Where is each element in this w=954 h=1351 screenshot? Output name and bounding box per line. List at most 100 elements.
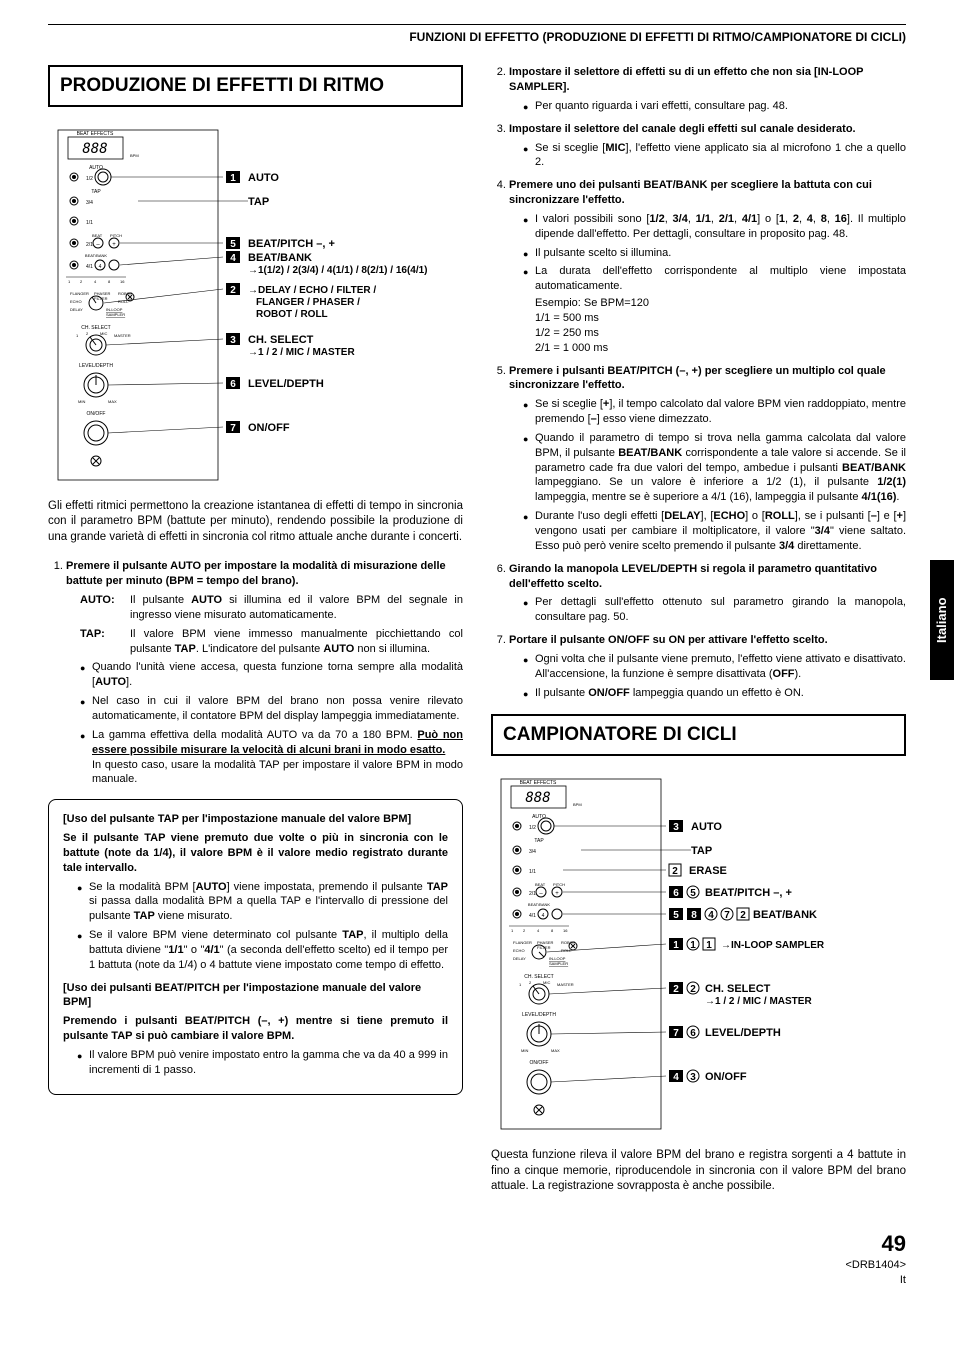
svg-text:BEAT/BANK: BEAT/BANK [528, 902, 550, 907]
svg-text:MAX: MAX [108, 399, 117, 404]
svg-text:7: 7 [724, 910, 730, 921]
svg-text:+: + [112, 242, 116, 248]
svg-text:2: 2 [740, 910, 746, 921]
svg-text:BPM: BPM [573, 802, 582, 807]
svg-text:TAP: TAP [91, 189, 101, 195]
svg-text:4/1: 4/1 [529, 913, 536, 919]
section-title-ritmo: PRODUZIONE DI EFFETTI DI RITMO [48, 65, 463, 107]
svg-text:BEAT/BANK: BEAT/BANK [85, 253, 107, 258]
svg-text:4: 4 [708, 910, 714, 921]
svg-text:DELAY: DELAY [513, 956, 526, 961]
svg-text:ECHO: ECHO [513, 948, 525, 953]
svg-text:1/2: 1/2 [86, 176, 93, 182]
svg-text:2: 2 [672, 866, 678, 877]
svg-text:SAMPLER: SAMPLER [549, 961, 568, 966]
svg-text:2: 2 [523, 928, 526, 933]
svg-text:BEAT/BANK: BEAT/BANK [753, 909, 817, 921]
svg-text:BEAT/BANK: BEAT/BANK [248, 252, 312, 264]
svg-text:6: 6 [673, 888, 679, 899]
svg-text:MASTER: MASTER [557, 982, 574, 987]
doc-code: <DRB1404> [48, 1258, 906, 1273]
language-tab: Italiano [930, 560, 954, 680]
svg-text:1: 1 [76, 333, 79, 338]
svg-text:3: 3 [230, 335, 236, 346]
svg-text:888: 888 [82, 141, 107, 157]
svg-text:BEAT: BEAT [535, 882, 546, 887]
svg-text:LEVEL/DEPTH: LEVEL/DEPTH [79, 363, 113, 369]
svg-text:4: 4 [542, 913, 545, 919]
svg-text:SAMPLER: SAMPLER [106, 312, 125, 317]
svg-text:1: 1 [706, 940, 712, 951]
svg-text:2: 2 [529, 980, 532, 985]
svg-text:BEAT/PITCH –, +: BEAT/PITCH –, + [248, 238, 335, 250]
svg-text:ON/OFF: ON/OFF [87, 411, 106, 417]
step-3: Impostare il selettore del canale degli … [509, 122, 906, 171]
svg-text:DELAY: DELAY [70, 307, 83, 312]
svg-text:FLANGER / PHASER /: FLANGER / PHASER / [256, 297, 360, 308]
svg-text:AUTO: AUTO [248, 172, 279, 184]
content-columns: PRODUZIONE DI EFFETTI DI RITMO 888 BEAT … [48, 65, 906, 1208]
step-1: Premere il pulsante AUTO per impostare l… [66, 559, 463, 787]
svg-text:AUTO: AUTO [89, 165, 103, 171]
step1-title: Premere il pulsante AUTO per impostare l… [66, 560, 446, 587]
svg-text:5: 5 [673, 910, 679, 921]
svg-text:5: 5 [690, 888, 696, 899]
right-column: Impostare il selettore di effetti su di … [491, 65, 906, 1208]
intro-text-2: Questa funzione rileva il valore BPM del… [491, 1148, 906, 1195]
svg-text:PITCH: PITCH [553, 882, 565, 887]
svg-text:BEAT EFFECTS: BEAT EFFECTS [77, 131, 114, 137]
svg-text:ERASE: ERASE [689, 865, 727, 877]
section-title-cicli: CAMPIONATORE DI CICLI [491, 714, 906, 756]
svg-text:ROBOT / ROLL: ROBOT / ROLL [256, 309, 328, 320]
svg-text:1: 1 [230, 173, 236, 184]
svg-text:4: 4 [99, 264, 102, 270]
svg-text:7: 7 [230, 423, 236, 434]
svg-text:3: 3 [690, 1072, 696, 1083]
svg-text:LEVEL/DEPTH: LEVEL/DEPTH [522, 1012, 556, 1018]
svg-text:8: 8 [108, 279, 111, 284]
svg-text:5: 5 [230, 239, 236, 250]
svg-text:+: + [555, 891, 559, 897]
svg-text:PITCH: PITCH [110, 233, 122, 238]
svg-text:888: 888 [525, 790, 550, 806]
svg-text:2: 2 [230, 285, 236, 296]
svg-text:→IN-LOOP SAMPLER: →IN-LOOP SAMPLER [721, 940, 825, 951]
svg-text:MIN: MIN [521, 1048, 528, 1053]
svg-text:ECHO: ECHO [70, 299, 82, 304]
svg-text:3/4: 3/4 [529, 849, 536, 855]
step1-defs: AUTO:Il pulsante AUTO si illumina ed il … [66, 593, 463, 656]
svg-text:1: 1 [68, 279, 71, 284]
intro-text-1: Gli effetti ritmici permettono la creazi… [48, 499, 463, 546]
svg-text:TAP: TAP [534, 838, 544, 844]
svg-text:FLANGER: FLANGER [70, 291, 89, 296]
svg-text:FLANGER: FLANGER [513, 940, 532, 945]
svg-text:1: 1 [511, 928, 514, 933]
svg-text:LEVEL/DEPTH: LEVEL/DEPTH [248, 378, 324, 390]
svg-text:8: 8 [551, 928, 554, 933]
svg-text:–: – [96, 242, 100, 248]
svg-text:–: – [539, 891, 543, 897]
svg-text:4/1: 4/1 [86, 264, 93, 270]
svg-text:MASTER: MASTER [114, 333, 131, 338]
svg-text:AUTO: AUTO [532, 814, 546, 820]
svg-text:→1 / 2 / MIC / MASTER: →1 / 2 / MIC / MASTER [705, 996, 812, 1007]
header-title: FUNZIONI DI EFFETTO (PRODUZIONE DI EFFET… [48, 29, 906, 45]
step-5: Premere i pulsanti BEAT/PITCH (–, +) per… [509, 364, 906, 554]
svg-text:16: 16 [563, 928, 568, 933]
steps-right: Impostare il selettore di effetti su di … [491, 65, 906, 700]
step-6: Girando la manopola LEVEL/DEPTH si regol… [509, 562, 906, 625]
svg-text:CH. SELECT: CH. SELECT [705, 983, 771, 995]
svg-text:BEAT: BEAT [92, 233, 103, 238]
svg-text:2: 2 [80, 279, 83, 284]
svg-text:ON/OFF: ON/OFF [248, 422, 290, 434]
svg-text:3: 3 [673, 822, 679, 833]
doc-lang: It [48, 1273, 906, 1288]
svg-text:6: 6 [690, 1028, 696, 1039]
svg-text:BEAT/PITCH –, +: BEAT/PITCH –, + [705, 887, 792, 899]
svg-text:TAP: TAP [691, 845, 712, 857]
tapbox-h1: [Uso del pulsante TAP per l'impostazione… [63, 812, 448, 827]
svg-text:7: 7 [673, 1028, 679, 1039]
svg-text:MIC: MIC [100, 331, 107, 336]
svg-text:1: 1 [519, 982, 522, 987]
svg-text:6: 6 [230, 379, 236, 390]
